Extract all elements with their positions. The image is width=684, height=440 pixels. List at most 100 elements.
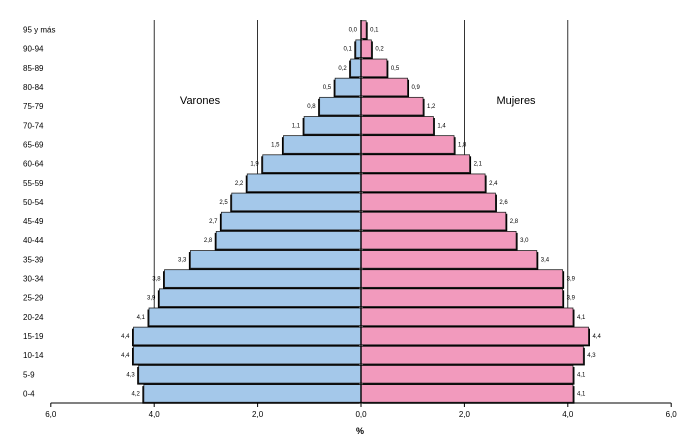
bar-varones [334, 77, 362, 97]
value-label-mujeres: 1,8 [458, 142, 467, 148]
bar-varones [246, 173, 362, 192]
age-group-label: 70-74 [23, 121, 44, 130]
bar-mujeres [360, 20, 367, 39]
bar-varones [164, 269, 362, 288]
bar-mujeres [360, 345, 584, 365]
x-tick-label: 4,0 [562, 410, 574, 419]
bar-mujeres [360, 250, 538, 269]
value-label-varones: 2,7 [209, 219, 218, 225]
value-label-mujeres: 3,0 [520, 238, 529, 244]
x-axis: 6,0 4,0 2,0 0,0 2,0 4,0 6,0 [45, 20, 677, 419]
x-tick-label: 0,0 [355, 410, 367, 419]
bar-mujeres [360, 154, 470, 173]
value-label-mujeres: 3,9 [567, 296, 576, 302]
bar-mujeres [360, 135, 455, 154]
value-label-varones: 0,8 [307, 104, 316, 110]
value-label-mujeres: 2,4 [489, 181, 498, 187]
x-tick-label: 6,0 [666, 410, 678, 419]
value-label-varones: 4,4 [121, 353, 130, 359]
value-label-varones: 2,5 [219, 200, 228, 206]
x-axis-label: % [356, 426, 364, 436]
value-label-mujeres: 3,4 [541, 257, 550, 263]
bar-varones [148, 307, 362, 327]
value-label-varones: 3,8 [152, 277, 161, 283]
x-tick-label: 4,0 [149, 410, 161, 419]
value-label-varones: 1,1 [292, 123, 301, 129]
age-group-label: 50-54 [23, 198, 44, 207]
bar-varones [133, 326, 362, 346]
bar-varones [231, 192, 362, 212]
age-group-label: 60-64 [23, 160, 44, 169]
value-label-mujeres: 2,8 [510, 219, 519, 225]
value-label-varones: 2,2 [235, 181, 244, 187]
bar-varones [158, 288, 362, 307]
age-group-label: 95 y más [23, 26, 55, 35]
x-tick-label: 6,0 [45, 410, 57, 419]
age-group-label: 15-19 [23, 332, 44, 341]
series-label-varones: Varones [180, 95, 221, 107]
bars [132, 20, 590, 404]
value-label-mujeres: 0,2 [375, 47, 384, 53]
value-label-varones: 0,0 [349, 28, 358, 34]
value-label-mujeres: 4,3 [587, 353, 596, 359]
value-label-mujeres: 4,1 [577, 391, 586, 397]
value-label-mujeres: 0,1 [370, 28, 379, 34]
age-group-label: 30-34 [23, 275, 44, 284]
age-group-label: 35-39 [23, 255, 44, 264]
bar-mujeres [360, 211, 507, 231]
bar-varones [319, 96, 362, 116]
bar-mujeres [360, 365, 574, 384]
age-group-label: 40-44 [23, 236, 44, 245]
bar-mujeres [360, 192, 496, 212]
bar-varones [262, 154, 362, 173]
bar-varones [350, 58, 362, 78]
age-group-label: 65-69 [23, 140, 44, 149]
x-tick-label: 2,0 [459, 410, 471, 419]
bar-varones [355, 39, 362, 58]
age-group-label: 5-9 [23, 370, 35, 379]
value-label-varones: 4,1 [137, 315, 146, 321]
bar-varones [138, 365, 362, 384]
bar-mujeres [360, 116, 434, 135]
age-group-label: 85-89 [23, 64, 44, 73]
age-group-label: 45-49 [23, 217, 44, 226]
value-label-varones: 0,5 [323, 85, 332, 91]
x-tick-label: 2,0 [252, 410, 264, 419]
value-label-varones: 2,8 [204, 238, 213, 244]
bar-mujeres [360, 230, 517, 250]
age-group-label: 90-94 [23, 45, 44, 54]
bar-mujeres [360, 269, 564, 288]
bar-varones [283, 135, 362, 154]
value-label-mujeres: 0,9 [412, 85, 421, 91]
bar-mujeres [360, 326, 589, 346]
age-group-label: 80-84 [23, 83, 44, 92]
value-label-mujeres: 4,1 [577, 315, 586, 321]
bar-mujeres [360, 307, 574, 327]
age-group-label: 0-4 [23, 389, 35, 398]
bar-mujeres [360, 77, 408, 97]
bar-mujeres [360, 288, 564, 307]
value-label-varones: 4,3 [126, 372, 135, 378]
value-label-mujeres: 1,2 [427, 104, 436, 110]
value-label-varones: 4,2 [132, 391, 141, 397]
value-label-mujeres: 2,1 [474, 162, 483, 168]
value-label-varones: 1,5 [271, 142, 280, 148]
bar-varones [215, 230, 362, 250]
bar-varones [133, 345, 362, 365]
value-label-varones: 1,9 [250, 162, 259, 168]
bar-mujeres [360, 58, 388, 78]
age-group-label: 10-14 [23, 351, 44, 360]
age-group-label: 25-29 [23, 294, 44, 303]
value-label-varones: 0,1 [343, 47, 352, 53]
bar-varones [189, 250, 362, 269]
bar-varones [143, 384, 362, 403]
bar-mujeres [360, 96, 424, 116]
age-group-label: 75-79 [23, 102, 44, 111]
bar-mujeres [360, 173, 486, 192]
value-label-mujeres: 3,9 [567, 277, 576, 283]
value-label-varones: 3,9 [147, 296, 156, 302]
value-label-varones: 0,2 [338, 66, 347, 72]
age-group-label: 20-24 [23, 313, 44, 322]
value-label-mujeres: 4,1 [577, 372, 586, 378]
